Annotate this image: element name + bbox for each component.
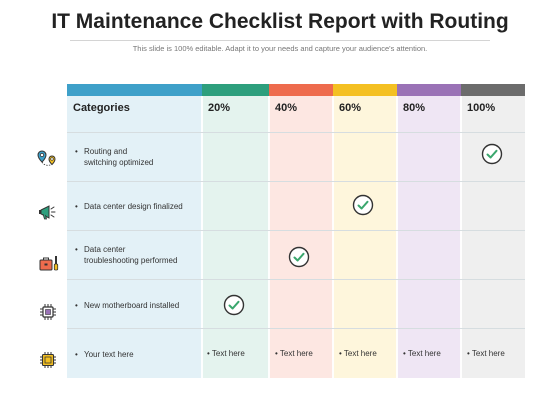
categories-color-bar xyxy=(67,84,202,96)
toolbox-icon xyxy=(39,256,59,271)
column-60-percent: 60% xyxy=(333,84,397,378)
column-100-color-bar xyxy=(461,84,525,96)
check-mark-icon xyxy=(223,294,245,316)
check-mark-icon xyxy=(481,143,503,165)
row-label-your-text: • Your text here xyxy=(75,350,134,359)
column-40-percent: 40% xyxy=(269,84,333,378)
column-20-header: 20% xyxy=(208,102,231,114)
placeholder-cell-80: • Text here xyxy=(403,349,441,358)
row-label-data-center-design: • Data center design finalized xyxy=(75,202,183,211)
chip-icon xyxy=(40,304,56,320)
page-subtitle: This slide is 100% editable. Adapt it to… xyxy=(132,44,428,53)
row-divider xyxy=(67,279,525,280)
checklist-table: Categories 20% 40% 60% 80% 100% • Routin… xyxy=(67,84,525,378)
column-100-percent: 100% xyxy=(461,84,525,378)
column-40-header: 40% xyxy=(275,102,298,114)
row-label-motherboard: • New motherboard installed xyxy=(75,301,180,310)
placeholder-cell-60: • Text here xyxy=(339,349,377,358)
header-divider xyxy=(67,132,525,133)
column-20-color-bar xyxy=(202,84,269,96)
location-pins-icon xyxy=(37,150,56,166)
column-100-header: 100% xyxy=(467,102,496,114)
column-80-percent: 80% xyxy=(397,84,461,378)
check-mark-icon xyxy=(288,246,310,268)
column-60-color-bar xyxy=(333,84,397,96)
placeholder-cell-40: • Text here xyxy=(275,349,313,358)
column-40-color-bar xyxy=(269,84,333,96)
megaphone-icon xyxy=(39,205,56,220)
column-60-header: 60% xyxy=(339,102,362,114)
title-divider xyxy=(70,40,490,41)
row-divider xyxy=(67,181,525,182)
column-80-header: 80% xyxy=(403,102,426,114)
check-mark-icon xyxy=(352,194,374,216)
categories-column: Categories xyxy=(67,84,202,378)
column-20-percent: 20% xyxy=(202,84,269,378)
circuit-icon xyxy=(40,352,56,368)
row-divider xyxy=(67,328,525,329)
categories-header: Categories xyxy=(73,102,130,114)
column-80-color-bar xyxy=(397,84,461,96)
placeholder-cell-20: • Text here xyxy=(207,349,245,358)
row-divider xyxy=(67,230,525,231)
row-label-troubleshooting: • Data center troubleshooting performed xyxy=(75,245,178,265)
page-title: IT Maintenance Checklist Report with Rou… xyxy=(51,10,509,33)
row-label-routing: • Routing and switching optimized xyxy=(75,147,154,167)
placeholder-cell-100: • Text here xyxy=(467,349,505,358)
